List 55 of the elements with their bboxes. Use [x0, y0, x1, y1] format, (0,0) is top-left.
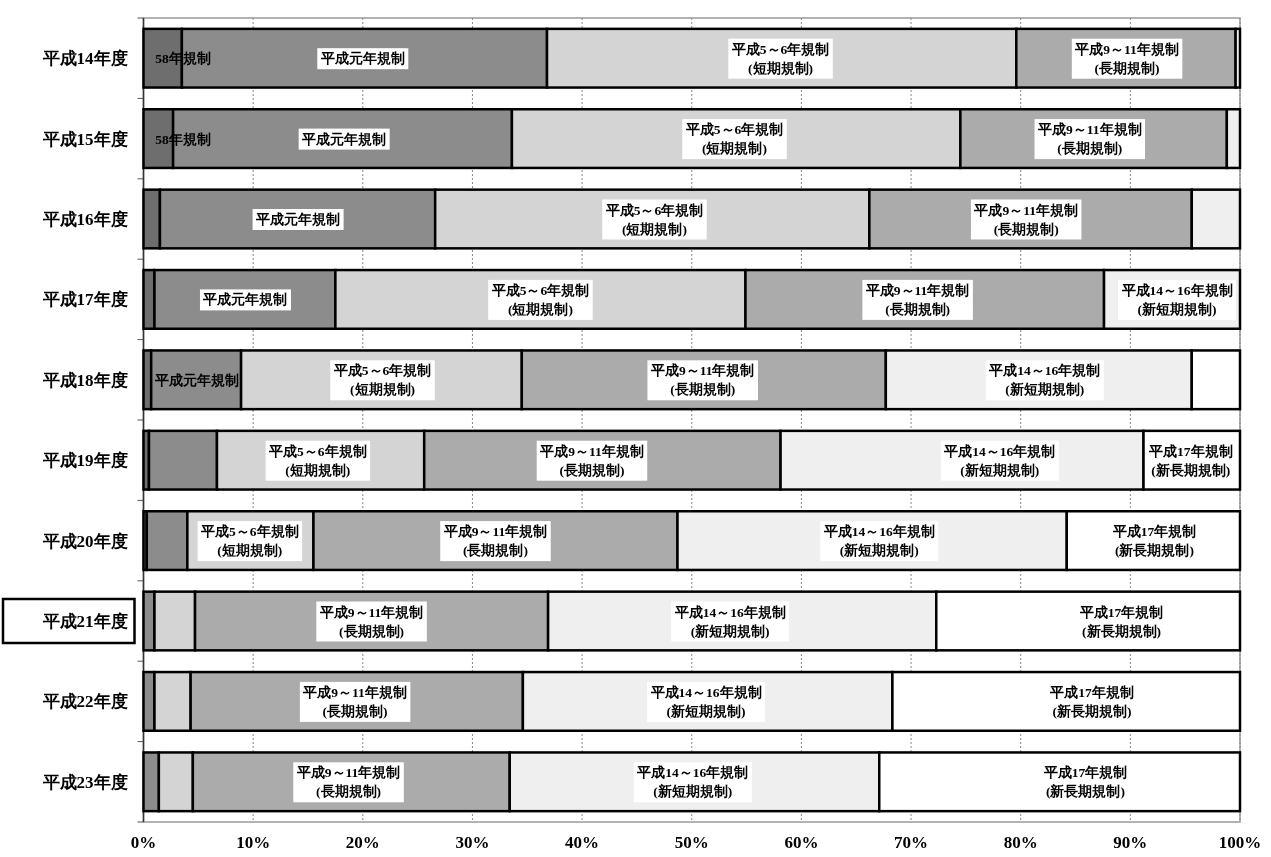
annotation: 平成9～11年規制 (長期規制): [1037, 122, 1142, 157]
annotation: 平成9～11年規制 (長期規制): [649, 363, 755, 398]
x-tick-label: 30%: [455, 833, 490, 852]
annotation: 平成5～6年規制 (短期規制): [200, 524, 299, 559]
x-tick-label: 70%: [894, 833, 929, 852]
annotation: 平成5～6年規制 (短期規制): [332, 363, 432, 398]
y-tick-label: 平成19年度: [41, 451, 128, 471]
annotation: 平成5～6年規制 (短期規制): [730, 41, 830, 76]
y-tick-label: 平成15年度: [41, 129, 128, 149]
annotation: 平成9～11年規制 (長期規制): [302, 684, 407, 719]
annotation: 平成元年規制: [301, 131, 387, 147]
annotation: 平成17年規制 (新長期規制): [1042, 765, 1128, 800]
y-tick-label: 平成23年度: [41, 772, 128, 792]
x-tick-label: 20%: [345, 833, 380, 852]
y-tick-label: 平成22年度: [41, 692, 128, 712]
annotation: 平成14～16年規制 (新短期規制): [822, 524, 935, 559]
x-tick-label: 10%: [236, 833, 271, 852]
annotation: 平成5～6年規制 (短期規制): [684, 122, 784, 157]
annotation: 平成9～11年規制 (長期規制): [539, 443, 644, 478]
annotation: 平成元年規制: [153, 372, 239, 388]
annotation: 平成14～16年規制 (新短期規制): [1120, 282, 1233, 317]
annotation: 平成17年規制 (新長期規制): [1049, 684, 1134, 719]
annotation: 平成14～16年規制 (新短期規制): [636, 765, 749, 800]
annotation: 平成元年規制: [319, 51, 405, 67]
annotation: 平成9～11年規制 (長期規制): [973, 202, 1078, 237]
annotation: 平成17年規制 (新長期規制): [1148, 443, 1233, 478]
annotation: 平成14～16年規制 (新短期規制): [673, 604, 786, 639]
annotation: 平成14～16年規制 (新短期規制): [943, 443, 1056, 478]
annotation: 平成9～11年規制 (長期規制): [318, 604, 424, 639]
x-tick-label: 40%: [565, 833, 600, 852]
annotation: 平成元年規制: [255, 212, 341, 227]
annotation: 平成5～6年規制 (短期規制): [604, 202, 704, 237]
x-tick-label: 90%: [1113, 833, 1148, 852]
annotation: 平成5～6年規制 (短期規制): [490, 282, 590, 317]
annotation: 平成9～11年規制 (長期規制): [442, 524, 548, 559]
annotation: 平成14～16年規制 (新短期規制): [988, 363, 1101, 398]
x-tick-label: 100%: [1218, 833, 1262, 852]
y-tick-label: 平成21年度: [41, 612, 128, 631]
y-tick-label: 平成17年度: [41, 290, 128, 310]
annotation: 平成元年規制: [202, 292, 288, 308]
annotation: 平成5～6年規制 (短期規制): [268, 443, 367, 478]
y-tick-label: 平成14年度: [41, 49, 128, 69]
annotation: 平成9～11年規制 (長期規制): [295, 765, 401, 800]
x-tick-label: 80%: [1003, 833, 1038, 852]
x-tick-label: 0%: [130, 833, 157, 852]
annotation: 平成9～11年規制 (長期規制): [864, 282, 970, 317]
annotation: 平成17年規制 (新長期規制): [1111, 524, 1197, 559]
y-tick-label: 平成18年度: [41, 370, 128, 390]
annotation: 平成9～11年規制 (長期規制): [1074, 41, 1179, 76]
x-tick-label: 50%: [674, 833, 709, 852]
y-tick-label: 平成16年度: [41, 210, 128, 229]
annotation: 平成14～16年規制 (新短期規制): [649, 684, 762, 719]
annotation: 平成17年規制 (新長期規制): [1078, 604, 1164, 639]
y-tick-label: 平成20年度: [41, 531, 128, 551]
x-tick-label: 60%: [784, 833, 819, 852]
